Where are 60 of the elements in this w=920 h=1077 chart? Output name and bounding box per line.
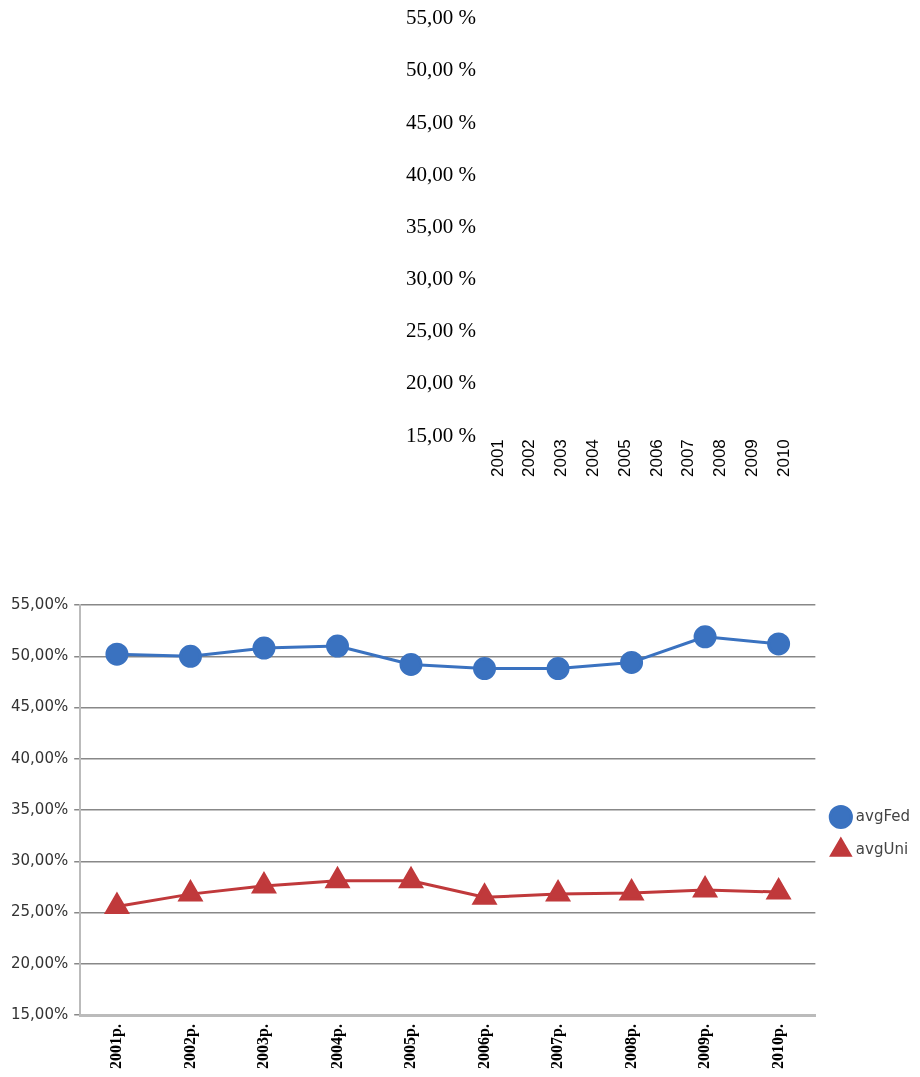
x-tick-label: 2010 — [773, 439, 793, 478]
point — [399, 867, 423, 889]
y-tick-label: 50,00% — [10, 646, 69, 665]
y-tick-label: 40,00 % — [405, 161, 476, 186]
point — [767, 632, 791, 656]
x-tick-label: 2009р. — [695, 1024, 714, 1070]
y-tick-label: 50,00 % — [405, 57, 476, 82]
y-tick-label: 25,00 % — [405, 318, 476, 343]
x-tick-label: 2006р. — [474, 1024, 493, 1070]
y-tick-label: 45,00% — [10, 697, 69, 716]
x-tick-label: 2009 — [741, 439, 761, 478]
y-tick-label: 35,00 % — [405, 213, 476, 238]
y-tick-label: 20,00% — [10, 953, 69, 972]
y-tick-label: 35,00% — [10, 799, 69, 818]
point — [693, 876, 717, 898]
y-tick-label: 15,00% — [10, 1004, 69, 1023]
y-tick-label: 55,00 % — [405, 5, 476, 30]
point — [473, 657, 497, 681]
x-tick-label: 2007 — [678, 439, 698, 478]
legend-label: avgFed — [855, 806, 911, 825]
point — [693, 625, 717, 649]
y-tick-label: 30,00 % — [405, 266, 476, 291]
x-tick-label: 2005р. — [401, 1024, 420, 1070]
x-tick-label: 2006 — [646, 439, 666, 478]
y-tick-label: 55,00% — [10, 594, 69, 613]
point — [472, 883, 497, 905]
x-tick-label: 2001 — [487, 439, 507, 478]
point — [105, 892, 129, 914]
x-tick-label: 2004р. — [327, 1024, 346, 1070]
point — [399, 652, 423, 676]
x-tick-label: 2002 — [519, 439, 539, 478]
y-tick-label: 40,00% — [10, 748, 69, 767]
x-tick-label: 2005 — [614, 439, 634, 478]
point — [619, 879, 644, 901]
x-tick-label: 2003р. — [254, 1024, 273, 1070]
point — [766, 878, 791, 900]
point — [546, 880, 570, 902]
x-tick-label: 2008 — [710, 439, 730, 478]
y-tick-label: 25,00% — [10, 902, 69, 921]
point — [105, 642, 129, 666]
x-tick-label: 2010р. — [768, 1024, 787, 1070]
x-tick-label: 2007р. — [548, 1024, 567, 1070]
point — [252, 872, 276, 894]
point — [178, 880, 203, 902]
x-tick-label: 2002р. — [180, 1024, 199, 1070]
y-tick-label: 20,00 % — [405, 370, 476, 395]
point — [325, 867, 350, 889]
x-tick-label: 2004 — [582, 439, 602, 478]
point — [620, 650, 644, 674]
x-tick-label: 2003 — [551, 439, 571, 478]
x-tick-label: 2001р. — [107, 1024, 126, 1070]
point — [252, 636, 276, 660]
x-tick-label: 2008р. — [621, 1024, 640, 1070]
point — [178, 644, 202, 668]
point — [326, 634, 349, 658]
y-tick-label: 45,00 % — [405, 109, 476, 134]
legend-label: avgUni — [855, 839, 909, 858]
point — [546, 657, 570, 681]
y-tick-label: 15,00 % — [405, 422, 476, 447]
y-tick-label: 30,00% — [10, 851, 69, 870]
